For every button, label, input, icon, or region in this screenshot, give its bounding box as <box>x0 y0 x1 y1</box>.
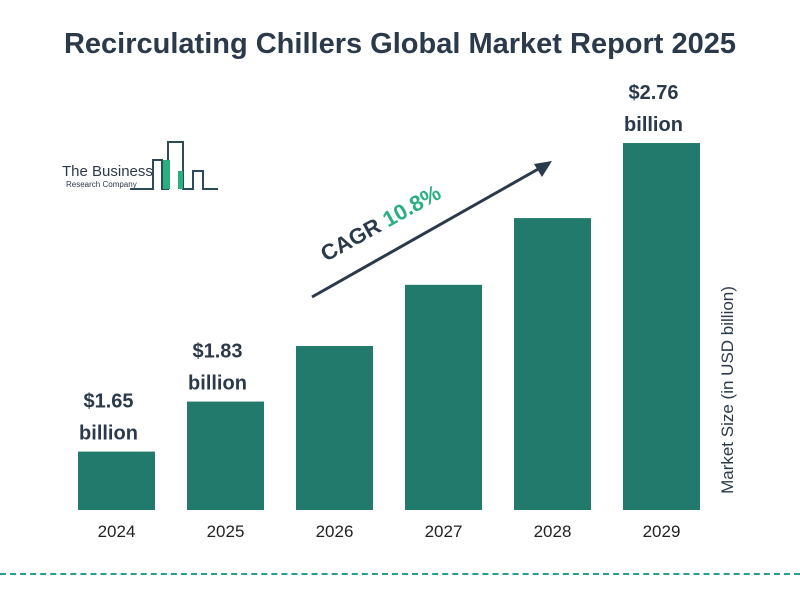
data-label: $2.76 <box>628 82 678 104</box>
logo-text-2: Research Company <box>66 180 137 189</box>
bar-2024 <box>78 451 155 510</box>
data-label: billion <box>188 373 247 395</box>
svg-text:CAGR 10.8%: CAGR 10.8% <box>316 180 445 266</box>
bar-2028 <box>514 218 591 510</box>
x-tick-label: 2029 <box>643 522 681 541</box>
x-tick-label: 2028 <box>534 522 572 541</box>
x-tick-label: 2025 <box>207 522 245 541</box>
divider <box>0 573 800 575</box>
x-tick-label: 2024 <box>98 522 136 541</box>
x-tick-label: 2026 <box>316 522 354 541</box>
data-label: billion <box>624 114 683 136</box>
data-label: billion <box>79 423 138 445</box>
data-label: $1.65 <box>83 391 133 413</box>
bar-2029 <box>623 143 700 511</box>
bar-2025 <box>187 401 264 510</box>
bar-2027 <box>405 284 482 510</box>
x-tick-label: 2027 <box>425 522 463 541</box>
cagr-value: 10.8% <box>378 180 445 232</box>
logo: The Business Research Company <box>62 141 218 190</box>
bar-2026 <box>296 345 373 510</box>
chart-title: Recirculating Chillers Global Market Rep… <box>63 28 737 60</box>
logo-text-1: The Business <box>62 163 153 180</box>
data-label: $1.83 <box>192 341 242 363</box>
